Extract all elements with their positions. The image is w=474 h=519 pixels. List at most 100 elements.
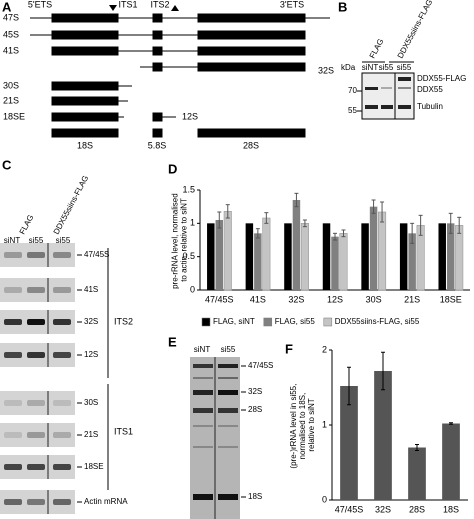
band-label: 32S	[248, 387, 262, 396]
rrna-box	[51, 30, 119, 40]
band	[53, 252, 71, 258]
bar	[408, 233, 416, 290]
error-bar	[381, 351, 385, 391]
band	[53, 464, 71, 470]
x-tick-label: 21S	[404, 294, 420, 304]
rrna-box	[152, 13, 163, 23]
band	[53, 432, 71, 438]
mature-label: 28S	[243, 140, 259, 150]
error-bar	[302, 219, 307, 228]
band	[398, 105, 411, 109]
band	[218, 425, 238, 427]
band-label: 28S	[248, 405, 262, 414]
error-bar	[347, 366, 351, 406]
band-label: 47/45S	[248, 361, 273, 370]
cleavage-arrow	[171, 5, 179, 11]
band-label: Actin mRNA	[84, 497, 128, 506]
x-tick-label: 32S	[288, 294, 304, 304]
legend-label: DDX55siins-FLAG, si55	[335, 317, 420, 326]
band	[4, 287, 22, 293]
band	[193, 408, 213, 413]
rrna-box	[51, 81, 119, 91]
precursor-label: 32S	[318, 65, 334, 75]
band-label: 12S	[84, 350, 98, 359]
bar	[369, 206, 378, 290]
precursor-label: 41S	[3, 45, 19, 55]
bar	[442, 423, 460, 500]
band-label: Tubulin	[417, 102, 443, 111]
bar	[340, 386, 358, 500]
legend-label: FLAG, si55	[275, 317, 316, 326]
y-tick-label: 1	[322, 419, 327, 429]
lane-label: si55	[221, 345, 236, 354]
rrna-box	[152, 112, 163, 122]
error-bar	[264, 212, 269, 224]
rrna-box	[152, 62, 163, 72]
precursor-label: 30S	[3, 80, 19, 90]
band-label: 32S	[84, 317, 98, 326]
rrna-box	[51, 13, 119, 23]
legend-label: FLAG, siNT	[213, 317, 255, 326]
rrna-box	[197, 30, 306, 40]
precursor-label: 18SE	[3, 111, 25, 121]
bar	[408, 447, 426, 500]
band	[193, 390, 213, 395]
group-label: ITS2	[114, 316, 133, 326]
band-label: 47/45S	[84, 250, 109, 259]
band-label: 30S	[84, 398, 98, 407]
x-tick-label: 30S	[366, 294, 382, 304]
region-label: ITS2	[150, 0, 169, 9]
bar	[254, 233, 262, 290]
bar	[331, 236, 339, 290]
western-blot: FLAG DDX55siins-FLAG kDa siNT si55 si55 …	[341, 0, 466, 120]
band	[27, 432, 45, 438]
band	[365, 87, 378, 90]
rrna-box	[152, 30, 163, 40]
construct-label: DDX55siins-FLAG	[52, 174, 91, 236]
lane-label: si55	[397, 63, 412, 72]
region-label: 3'ETS	[280, 0, 304, 9]
band-label: DDX55-FLAG	[417, 74, 466, 83]
lane-label: si55	[29, 236, 44, 245]
error-bar	[217, 211, 222, 229]
marker-label: 55	[348, 106, 357, 115]
band	[381, 105, 393, 109]
panel-label: F	[285, 341, 293, 356]
band	[4, 432, 22, 438]
error-bar	[380, 201, 385, 223]
bar	[245, 223, 254, 290]
bar	[300, 223, 309, 291]
band	[4, 499, 22, 505]
band	[193, 377, 213, 379]
x-tick-label: 47/45S	[205, 294, 234, 304]
mature-label: 5.8S	[148, 140, 167, 150]
rrna-box	[197, 13, 306, 23]
rrna-box	[197, 62, 306, 72]
lane-label: siNT	[194, 345, 211, 354]
band	[53, 499, 71, 505]
error-bar	[341, 229, 346, 238]
x-tick-label: 28S	[409, 504, 425, 514]
bar	[339, 233, 348, 291]
x-tick-label: 18SE	[440, 294, 462, 304]
legend-swatch	[201, 317, 211, 327]
x-tick-label: 32S	[375, 504, 391, 514]
rrna-box	[51, 128, 119, 138]
band	[398, 87, 411, 89]
band	[27, 464, 45, 470]
error-bar	[449, 422, 453, 425]
bar	[207, 223, 215, 290]
precursor-label: 12S	[182, 111, 198, 121]
error-bar	[225, 204, 230, 219]
legend-swatch	[323, 317, 333, 327]
gel: siNT si55 47/45S 32S 28S 18S	[190, 345, 273, 519]
band	[365, 105, 378, 109]
band	[27, 319, 45, 325]
precursor-label: 21S	[3, 95, 19, 105]
x-tick-label: 12S	[327, 294, 343, 304]
error-bar	[410, 222, 415, 244]
bar	[399, 223, 408, 290]
panel-label: B	[338, 0, 347, 14]
y-tick-label: 0	[190, 284, 195, 294]
